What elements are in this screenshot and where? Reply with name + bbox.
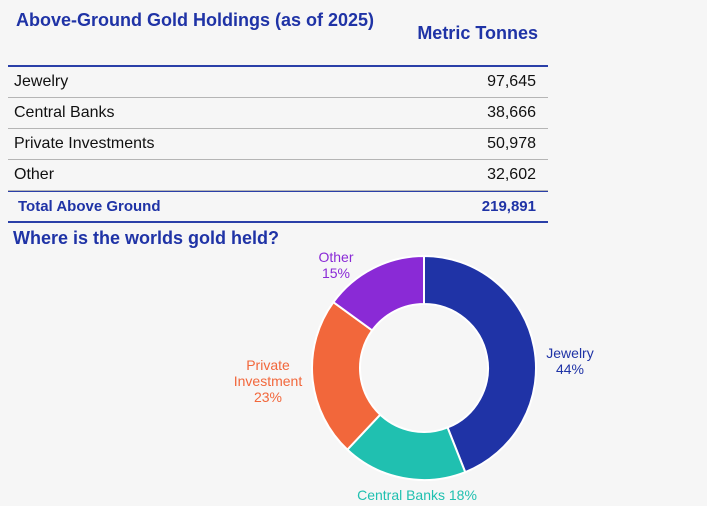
slice-label-central-banks: Central Banks 18% <box>357 487 477 503</box>
row-label-private-investments: Private Investments <box>14 135 155 152</box>
row-value-jewelry: 97,645 <box>487 73 536 90</box>
table-title: Above-Ground Gold Holdings (as of 2025) <box>16 10 375 30</box>
total-value: 219,891 <box>481 198 536 215</box>
row-label-jewelry: Jewelry <box>14 73 69 90</box>
slice-label-other: Other 15% <box>318 249 353 281</box>
slice-label-private-investment: Private Investment 23% <box>234 357 303 405</box>
slice-label-jewelry: Jewelry 44% <box>546 345 593 377</box>
total-label: Total Above Ground <box>18 198 161 215</box>
table-row: Other 32,602 <box>8 160 548 191</box>
table-row: Jewelry 97,645 <box>8 67 548 98</box>
row-label-central-banks: Central Banks <box>14 104 115 121</box>
holdings-table: Above-Ground Gold Holdings (as of 2025) … <box>8 8 548 223</box>
row-value-other: 32,602 <box>487 166 536 183</box>
chart-title: Where is the worlds gold held? <box>13 228 280 248</box>
slice-jewelry <box>423 254 537 474</box>
table-header: Above-Ground Gold Holdings (as of 2025) … <box>8 8 548 67</box>
row-label-other: Other <box>14 166 55 183</box>
slice-private-investment <box>311 300 382 452</box>
table-row: Private Investments 50,978 <box>8 129 548 160</box>
table-total-row: Total Above Ground 219,891 <box>8 191 548 223</box>
table-row: Central Banks 38,666 <box>8 98 548 129</box>
row-value-central-banks: 38,666 <box>487 104 536 121</box>
slice-other <box>331 254 425 332</box>
unit-header: Metric Tonnes <box>417 23 538 43</box>
row-value-private-investments: 50,978 <box>487 135 536 152</box>
